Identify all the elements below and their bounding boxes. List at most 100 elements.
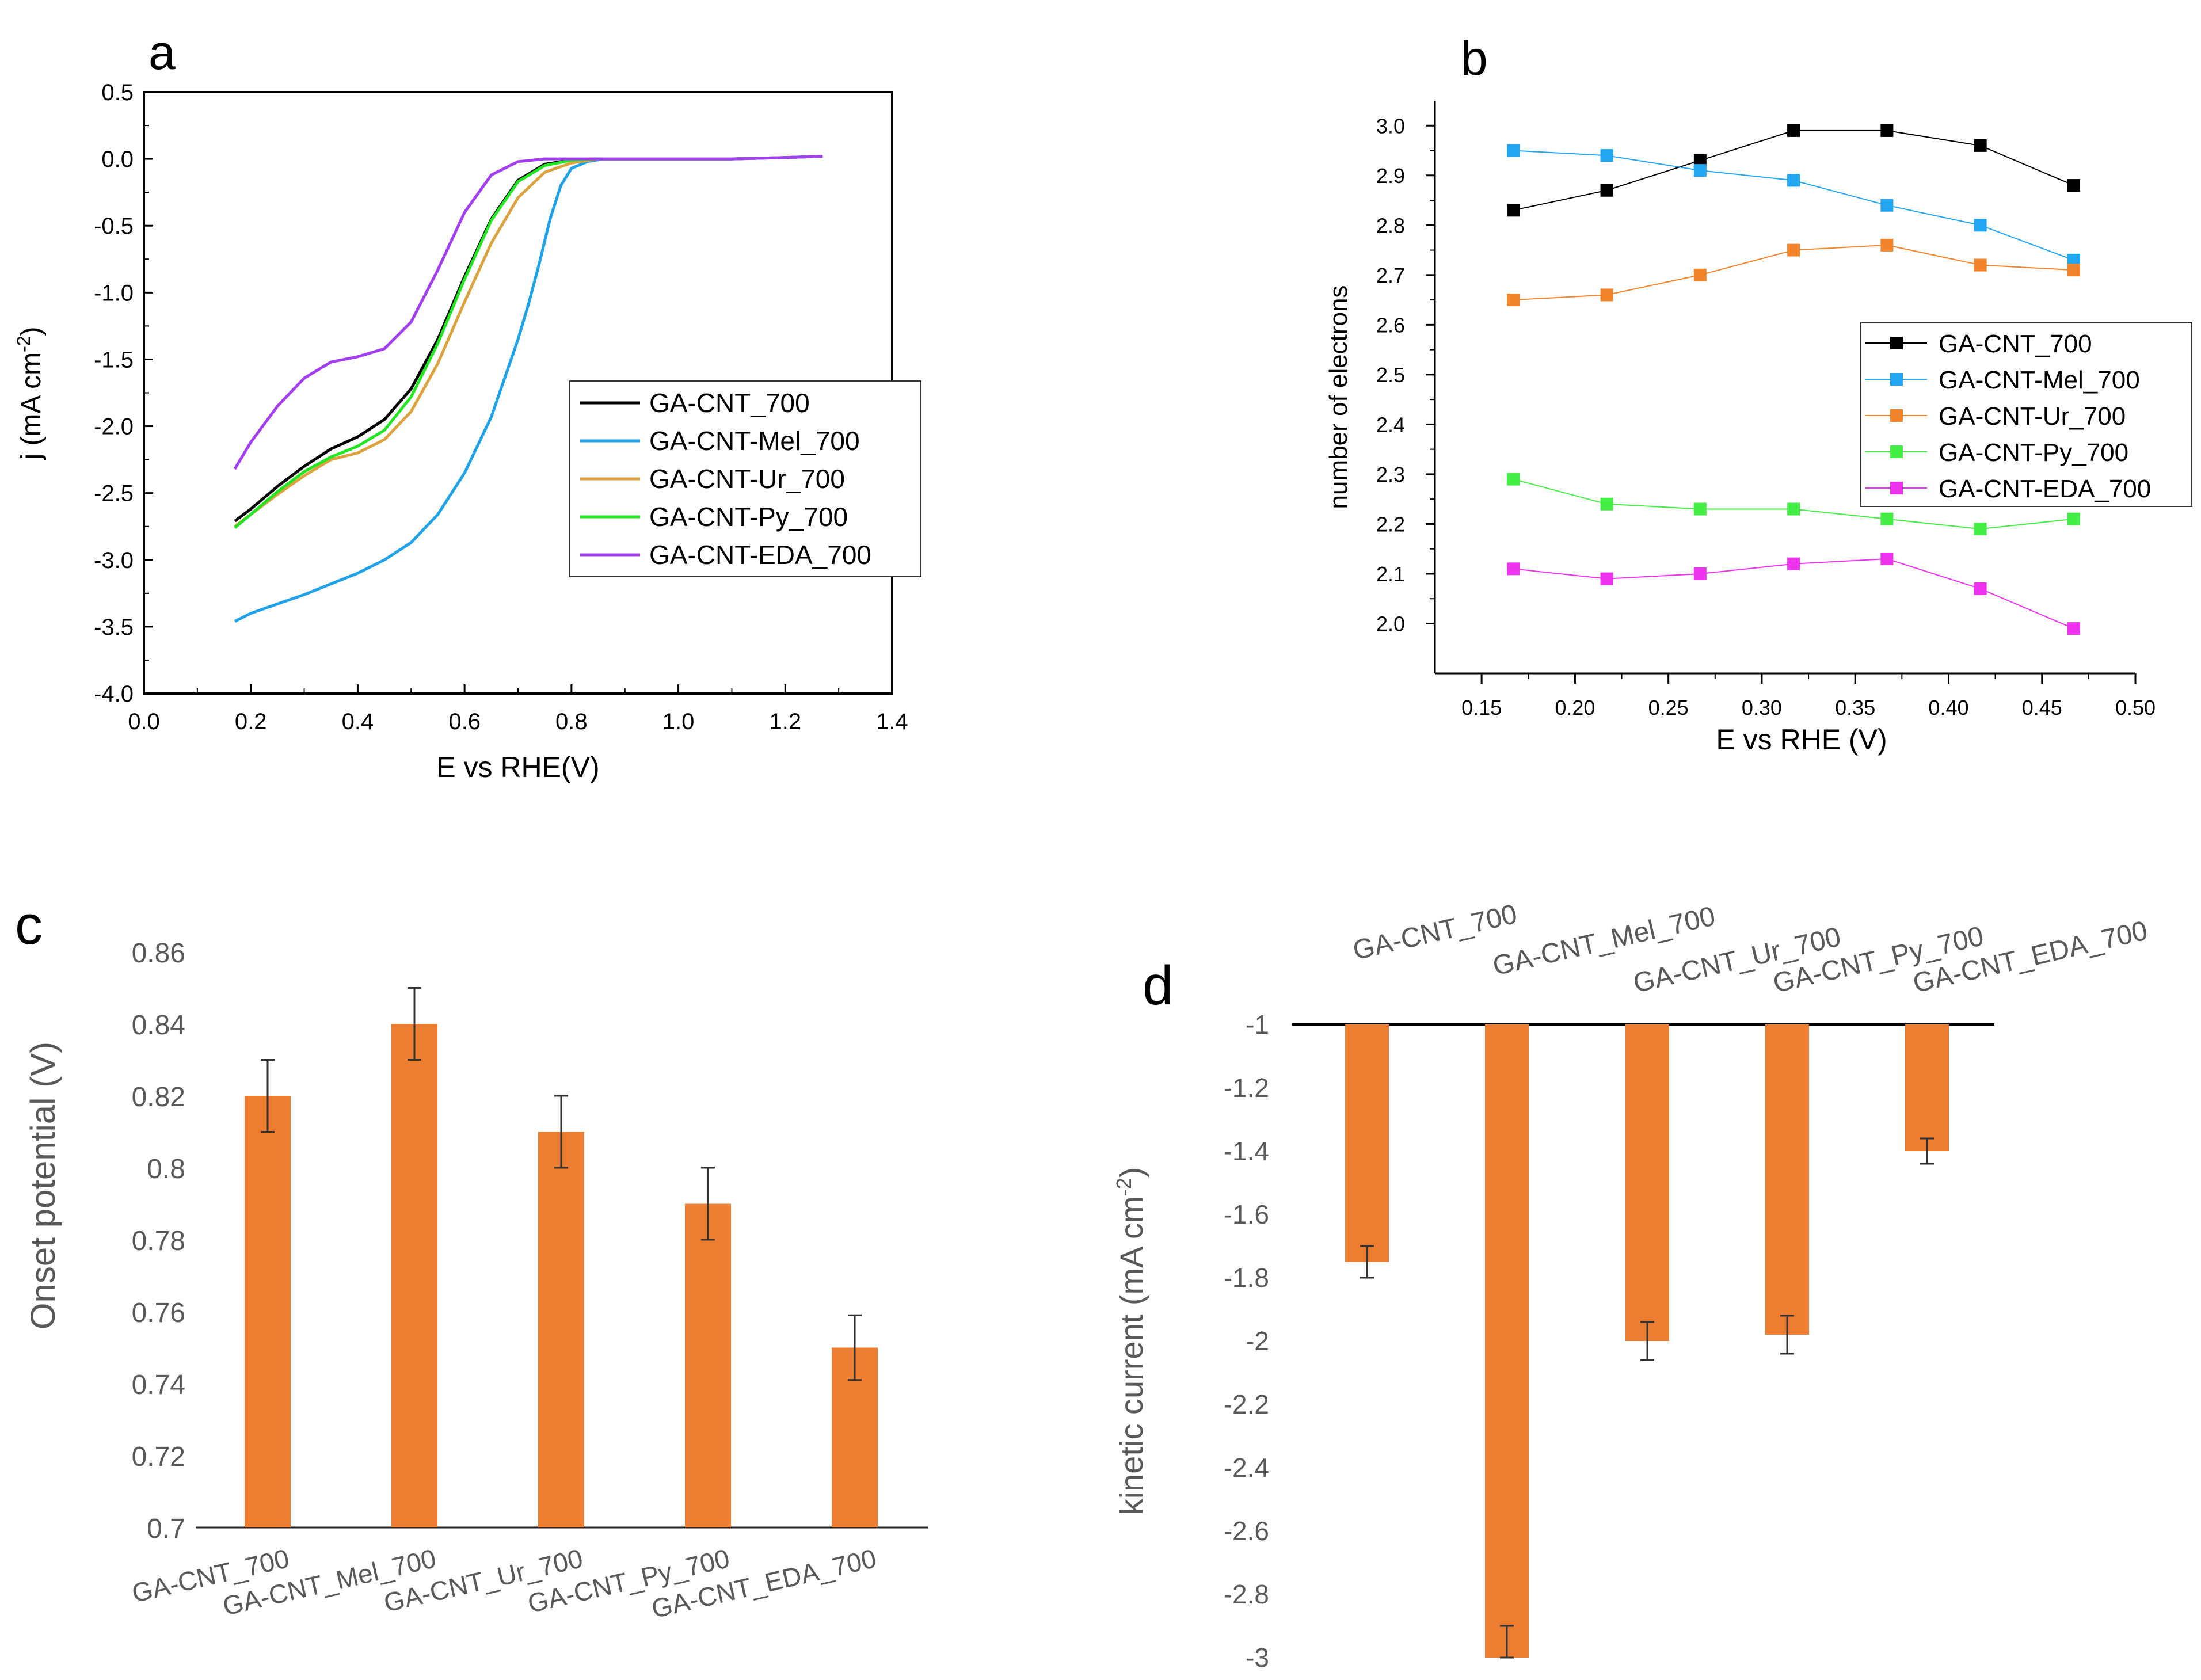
panel-d-y-tick-label: -2.2 — [1224, 1389, 1269, 1419]
panel-b-marker-ga-cnt-ur-700 — [1507, 294, 1520, 307]
panel-b-marker-ga-cnt-ur-700 — [2067, 264, 2080, 277]
panel-b-y-tick-label: 2.2 — [1376, 512, 1405, 536]
panel-b-y-tick-label: 2.8 — [1376, 214, 1405, 237]
panel-b-marker-ga-cnt-700 — [2067, 179, 2080, 192]
panel-b-marker-ga-cnt-eda-700 — [1880, 553, 1894, 565]
panel-d-bar-ga-cnt-700 — [1345, 1024, 1389, 1262]
panel-b-marker-ga-cnt-mel-700 — [1880, 199, 1894, 212]
panel-b-x-axis: 0.15 0.20 0.25 0.30 0.35 0.40 0.45 0.50 — [1461, 673, 2156, 719]
panel-a-y-tick-label: -3.0 — [94, 548, 134, 573]
panel-b-marker-ga-cnt-700 — [1507, 204, 1520, 217]
panel-a-legend-label-ga-cnt-700: GA-CNT_700 — [649, 388, 810, 418]
panel-d-bar-ga-cnt-py-700 — [1765, 1024, 1809, 1335]
panel-c-bar-ga-cnt-py-700 — [685, 1203, 731, 1527]
panel-a-x-tick-label: 0.6 — [448, 709, 481, 734]
panel-b-series — [1507, 124, 2080, 635]
panel-a-legend-items: GA-CNT_700 GA-CNT-Mel_700 GA-CNT-Ur_700 GA-… — [580, 388, 871, 570]
panel-d-y-title-sup: -2 — [1112, 1178, 1136, 1196]
panel-c-y-tick-label: 0.76 — [132, 1298, 185, 1328]
panel-c-y-tick-label: 0.86 — [132, 938, 185, 969]
panel-a: a 0.0 0.2 0.4 0.6 0.8 1.0 1.2 1.4 0.5 0.0 -0.5 -1.… — [13, 25, 921, 783]
panel-a-y-tick-label: -2.0 — [94, 414, 134, 440]
panel-b-marker-ga-cnt-ur-700 — [1787, 243, 1800, 257]
panel-a-y-title-main: j (mA cm — [16, 352, 47, 461]
panel-a-y-title-sup: -2 — [13, 336, 34, 352]
panel-b-y-tick-label: 2.3 — [1376, 463, 1405, 486]
panel-d: d -1 -1.2 -1.4 -1.6 -1.8 -2 -2.2 -2.4 -2.6 -2.8 -3… — [1112, 899, 2150, 1673]
panel-a-y-axis: 0.5 0.0 -0.5 -1.0 -1.5 -2.0 -2.5 -3.0 -3.5 -4.0 — [94, 80, 153, 707]
panel-b-x-tick-label: 0.50 — [2115, 696, 2156, 719]
panel-d-y-tick-label: -2.8 — [1224, 1579, 1269, 1609]
panel-d-y-title-main: kinetic current (mA cm — [1113, 1196, 1149, 1515]
panel-b-legend-label-ga-cnt-py-700: GA-CNT-Py_700 — [1939, 439, 2128, 467]
panel-b-y-tick-label: 2.4 — [1376, 413, 1405, 436]
panel-b-x-tick-label: 0.30 — [1742, 696, 1782, 719]
panel-b-y-tick-label: 2.6 — [1376, 313, 1405, 337]
panel-b-marker-ga-cnt-py-700 — [1600, 497, 1613, 511]
panel-c-y-tick-label: 0.78 — [132, 1226, 185, 1256]
panel-b-y-tick-label: 2.9 — [1376, 164, 1405, 188]
panel-d-bars — [1345, 1024, 1949, 1659]
panel-b-marker-ga-cnt-ur-700 — [1974, 258, 1987, 272]
panel-a-y-tick-label: -0.5 — [94, 214, 134, 239]
panel-b-marker-ga-cnt-mel-700 — [1974, 219, 1987, 232]
panel-b-marker-ga-cnt-mel-700 — [1693, 164, 1707, 177]
panel-b-y-axis: 2.0 2.1 2.2 2.3 2.4 2.5 2.6 2.7 2.8 2.9 3.0 — [1376, 114, 1435, 635]
panel-b-marker-ga-cnt-eda-700 — [1693, 567, 1707, 580]
panel-b-series-line-ga-cnt-mel-700 — [1513, 150, 2074, 261]
panel-d-bar-ga-cnt-ur-700 — [1625, 1024, 1669, 1341]
panel-a-legend-label-ga-cnt-eda-700: GA-CNT-EDA_700 — [649, 540, 871, 570]
panel-a-y-tick-label: -1.5 — [94, 347, 134, 372]
panel-a-label: a — [148, 25, 176, 79]
panel-a-legend: GA-CNT_700 GA-CNT-Mel_700 GA-CNT-Ur_700 GA-… — [569, 380, 921, 577]
panel-c-bar-ga-cnt-ur-700 — [538, 1132, 584, 1527]
panel-b-marker-ga-cnt-eda-700 — [1787, 557, 1800, 570]
panel-b-x-axis-title: E vs RHE (V) — [1716, 723, 1887, 756]
panel-b-marker-ga-cnt-eda-700 — [1974, 582, 1987, 595]
panel-d-y-tick-label: -2.4 — [1224, 1453, 1269, 1483]
panel-b-marker-ga-cnt-py-700 — [1974, 523, 1987, 536]
panel-a-legend-label-ga-cnt-py-700: GA-CNT-Py_700 — [649, 502, 848, 532]
panel-b-y-tick-label: 2.5 — [1376, 363, 1405, 387]
panel-b: b 0.15 0.20 0.25 0.30 0.35 0.40 0.45 0.50 2.02.… — [1324, 31, 2192, 756]
panel-b-legend-label-ga-cnt-ur-700: GA-CNT-Ur_700 — [1939, 402, 2126, 431]
panel-a-legend-label-ga-cnt-ur-700: GA-CNT-Ur_700 — [649, 464, 845, 494]
panel-c-y-tick-label: 0.8 — [147, 1154, 185, 1184]
panel-b-y-tick-label: 3.0 — [1376, 114, 1405, 138]
panel-b-legend-label-ga-cnt-mel-700: GA-CNT-Mel_700 — [1939, 366, 2140, 394]
panel-b-legend-items: GA-CNT_700 GA-CNT-Mel_700 GA-CNT-Ur_700 GA-… — [1865, 330, 2151, 503]
panel-b-legend: GA-CNT_700 GA-CNT-Mel_700 GA-CNT-Ur_700 GA-… — [1860, 322, 2192, 507]
panel-b-marker-ga-cnt-eda-700 — [2067, 622, 2080, 635]
panel-a-y-tick-label: -3.5 — [94, 615, 134, 640]
panel-b-marker-ga-cnt-700 — [1693, 154, 1707, 167]
panel-a-y-tick-label: 0.0 — [101, 147, 134, 172]
panel-d-x-axis: GA-CNT_700GA-CNT_Mel_700GA-CNT_Ur_700GA-… — [1350, 899, 2150, 999]
panel-b-legend-label-ga-cnt-700: GA-CNT_700 — [1939, 330, 2092, 358]
panel-a-y-tick-label: -1.0 — [94, 280, 134, 306]
panel-b-marker-ga-cnt-py-700 — [1507, 473, 1520, 486]
panel-b-marker-ga-cnt-mel-700 — [1507, 144, 1520, 157]
panel-a-series-ga-cnt-eda-700 — [233, 155, 823, 470]
panel-b-legend-box — [1860, 322, 2192, 507]
panel-b-marker-ga-cnt-ur-700 — [1600, 288, 1613, 302]
panel-b-x-tick-label: 0.35 — [1835, 696, 1875, 719]
panel-d-y-tick-label: -1.8 — [1224, 1263, 1269, 1293]
panel-a-x-tick-label: 0.8 — [555, 709, 588, 734]
panel-b-label: b — [1461, 31, 1488, 85]
panel-b-marker-ga-cnt-mel-700 — [1787, 174, 1800, 187]
panel-d-y-axis-title: kinetic current (mA cm-2) — [1112, 1167, 1149, 1515]
panel-b-series-line-ga-cnt-700 — [1513, 129, 2074, 211]
panel-b-y-tick-label: 2.0 — [1376, 612, 1405, 635]
panel-a-x-tick-label: 0.4 — [342, 709, 374, 734]
panel-a-y-tick-label: -4.0 — [94, 681, 134, 707]
panel-a-x-axis-title: E vs RHE(V) — [436, 751, 599, 783]
panel-a-y-title-end: ) — [16, 326, 47, 336]
panel-b-x-tick-label: 0.20 — [1555, 696, 1595, 719]
panel-b-y-axis-title: number of electrons — [1324, 285, 1353, 509]
panel-b-x-tick-label: 0.25 — [1648, 696, 1689, 719]
panel-c-y-tick-label: 0.74 — [132, 1370, 185, 1400]
panel-b-marker-ga-cnt-ur-700 — [1880, 238, 1894, 252]
panel-b-marker-ga-cnt-mel-700 — [1600, 149, 1613, 162]
panel-b-marker-ga-cnt-mel-700 — [2067, 253, 2080, 266]
panel-d-y-tick-label: -1 — [1246, 1009, 1269, 1039]
